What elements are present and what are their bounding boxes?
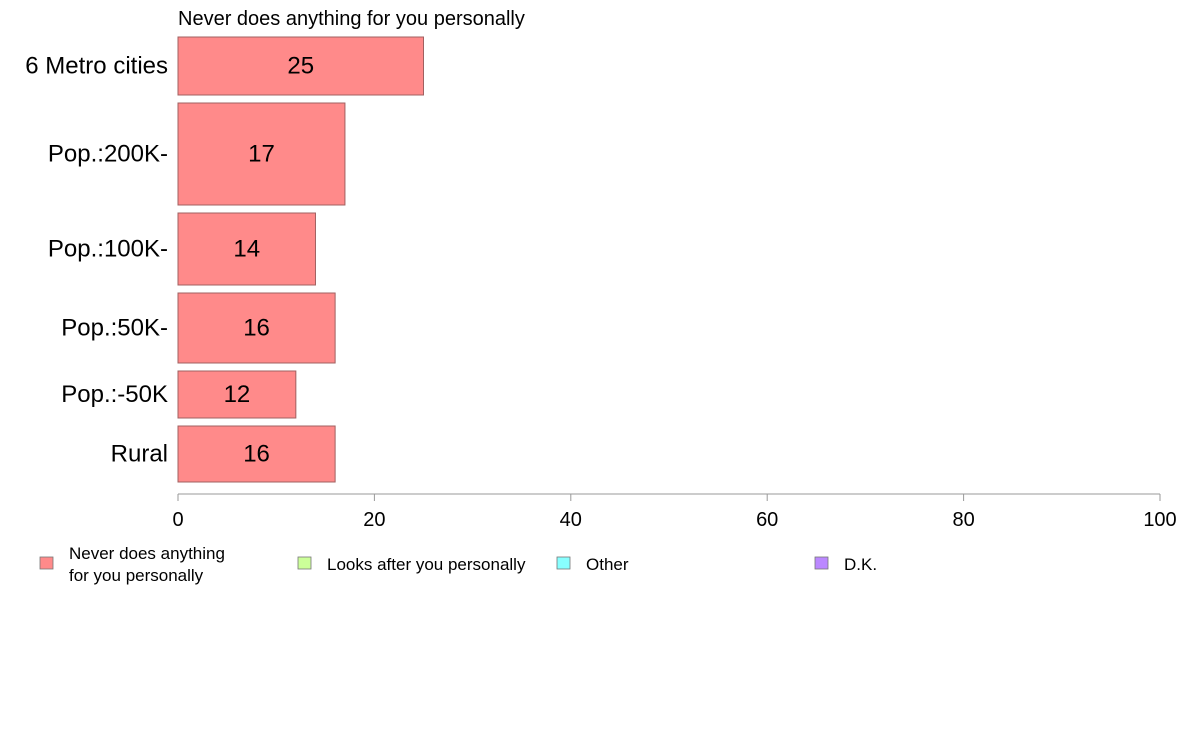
legend-swatch [297, 556, 312, 570]
bar-value-label: 14 [233, 236, 260, 263]
x-tick-label: 80 [952, 509, 974, 531]
category-label: 6 Metro cities [25, 53, 168, 80]
bar-5 [177, 425, 336, 483]
category-label: Pop.:200K- [48, 141, 168, 168]
bars: 25 6 Metro cities 17 Pop.:200K- 14 Pop.:100K-… [25, 36, 424, 483]
legend-swatch [814, 556, 829, 570]
bar-value-label: 16 [243, 441, 270, 468]
bar-2 [177, 212, 316, 286]
legend: Never does anything for you personally Loo… [39, 544, 877, 585]
bar-1 [177, 102, 346, 206]
x-tick-label: 20 [363, 509, 385, 531]
bar-value-label: 17 [248, 141, 275, 168]
x-tick-label: 40 [560, 509, 582, 531]
legend-label: Never does anything [69, 544, 225, 563]
category-label: Rural [111, 441, 168, 468]
bar-4 [177, 370, 297, 419]
bar-value-label: 12 [224, 381, 251, 408]
category-label: Pop.:-50K [61, 381, 168, 408]
legend-swatch [39, 556, 54, 570]
x-tick-label: 100 [1143, 509, 1176, 531]
legend-swatch [556, 556, 571, 570]
bar-3 [177, 292, 336, 364]
chart-title: Never does anything for you personally [178, 8, 525, 30]
legend-label: D.K. [844, 555, 877, 574]
x-axis: 0 20 40 60 80 100 [172, 493, 1177, 531]
legend-label: for you personally [69, 566, 204, 585]
bar-value-label: 25 [287, 53, 314, 80]
x-tick-label: 60 [756, 509, 778, 531]
category-label: Pop.:50K- [61, 315, 168, 342]
legend-label: Looks after you personally [327, 555, 526, 574]
category-label: Pop.:100K- [48, 236, 168, 263]
bar-0 [177, 36, 424, 96]
x-tick-label: 0 [172, 509, 183, 531]
bar-value-label: 16 [243, 315, 270, 342]
legend-label: Other [586, 555, 629, 574]
